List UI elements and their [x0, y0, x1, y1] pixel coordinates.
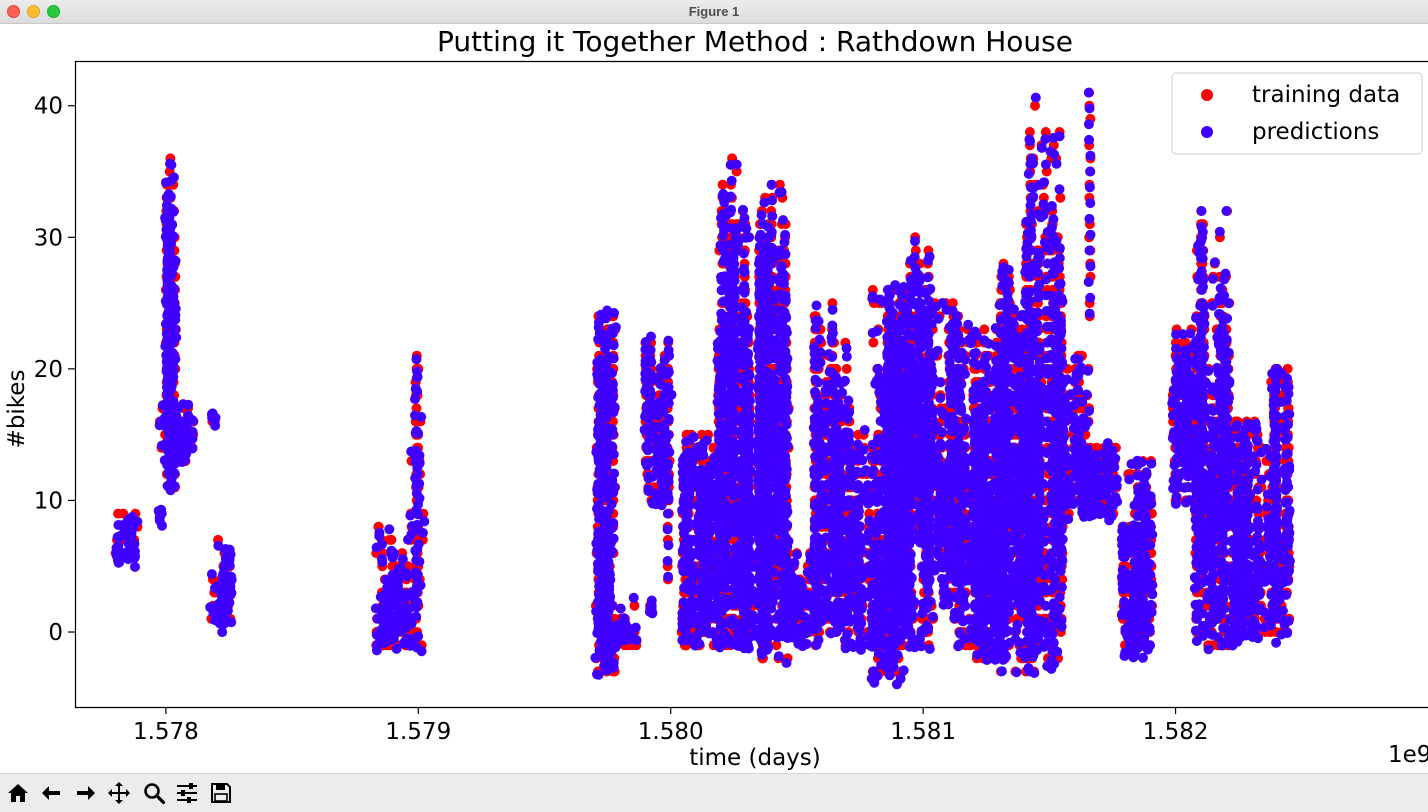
minimize-window-button[interactable] [27, 5, 40, 18]
training-data-point [841, 363, 852, 374]
maximize-window-button[interactable] [47, 5, 60, 18]
close-window-button[interactable] [7, 5, 20, 18]
window-titlebar: Figure 1 [0, 0, 1428, 24]
training-data-point [868, 337, 879, 348]
training-data-point [384, 534, 395, 545]
training-data-point [731, 166, 742, 177]
training-data-point [717, 179, 728, 190]
training-data-point [629, 600, 640, 611]
data-points [110, 87, 1295, 690]
window-title: Figure 1 [688, 4, 740, 19]
training-data-point [113, 508, 124, 519]
